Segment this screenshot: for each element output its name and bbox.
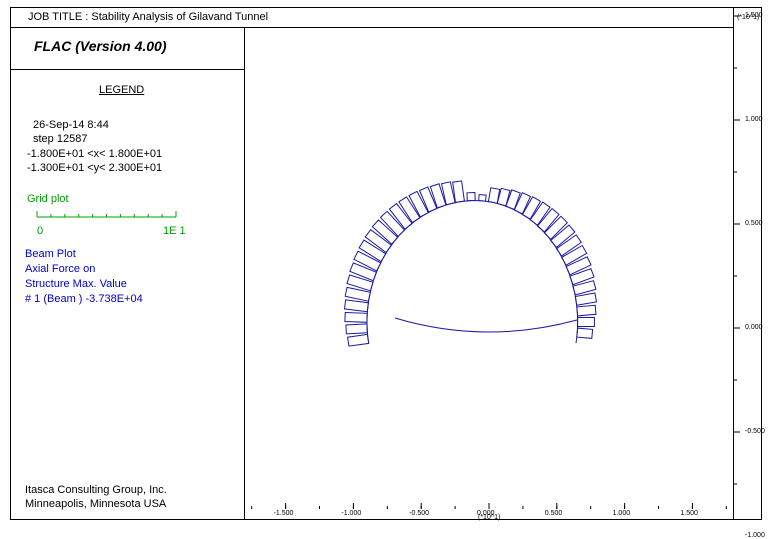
force-block xyxy=(379,210,406,238)
plot-frame xyxy=(10,7,762,520)
y-scale-line xyxy=(733,7,734,520)
y-tick-label: 1.000 xyxy=(745,116,763,123)
tunnel-invert xyxy=(394,317,578,333)
force-block xyxy=(364,228,393,254)
beam-plot-line2: Axial Force on xyxy=(25,263,96,275)
beam-plot-line3: Structure Max. Value xyxy=(25,278,127,290)
force-block xyxy=(429,183,447,209)
beam-plot-line4: # 1 (Beam ) -3.738E+04 xyxy=(25,293,143,305)
force-block xyxy=(345,323,368,335)
force-block xyxy=(572,280,597,296)
grid-scale-end: 1E 1 xyxy=(163,225,186,237)
force-block xyxy=(466,191,476,202)
force-block xyxy=(478,194,487,202)
force-block xyxy=(371,219,399,245)
force-block xyxy=(440,181,456,206)
force-block xyxy=(346,274,374,292)
legend-date: 26-Sep-14 8:44 xyxy=(33,119,109,131)
y-tick-label: 1.500 xyxy=(745,12,763,19)
force-block xyxy=(555,234,582,257)
x-tick-label: 1.500 xyxy=(680,510,698,517)
y-tick-label: 0.000 xyxy=(745,324,763,331)
x-tick-label: 0.500 xyxy=(544,510,563,517)
force-block xyxy=(513,192,532,215)
force-block xyxy=(529,201,551,226)
force-block xyxy=(536,207,560,233)
title-bar xyxy=(10,7,733,28)
force-block xyxy=(358,239,387,263)
footer-company: Itasca Consulting Group, Inc. xyxy=(25,484,167,496)
job-title: JOB TITLE : Stability Analysis of Gilava… xyxy=(28,11,269,23)
force-block xyxy=(344,286,371,302)
force-block xyxy=(452,180,465,203)
force-block xyxy=(343,299,369,313)
legend-panel xyxy=(10,28,245,520)
beam-plot-line1: Beam Plot xyxy=(25,248,76,260)
corner-unit: (*10^1) xyxy=(737,14,760,21)
force-block xyxy=(408,190,429,218)
force-block xyxy=(344,311,368,323)
force-block xyxy=(353,250,382,272)
legend-title: LEGEND xyxy=(99,84,145,96)
x-tick-label: -1.500 xyxy=(273,510,294,517)
x-tick-label: -0.500 xyxy=(409,510,430,517)
x-tick-label: 1.000 xyxy=(612,510,631,517)
force-block xyxy=(565,256,592,276)
force-block xyxy=(576,304,597,317)
force-block xyxy=(560,244,588,266)
legend-x-range: -1.800E+01 <x< 1.800E+01 xyxy=(27,148,163,160)
x-tick-label: 0.000 xyxy=(477,510,495,517)
program-version: FLAC (Version 4.00) xyxy=(34,38,167,54)
force-block xyxy=(521,196,542,220)
force-block xyxy=(505,189,521,211)
y-tick-label: -0.500 xyxy=(745,428,765,435)
force-block xyxy=(388,202,413,230)
footer-location: Minneapolis, Minnesota USA xyxy=(25,498,167,510)
version-box xyxy=(10,28,245,70)
force-block xyxy=(398,196,421,224)
grid-plot-label: Grid plot xyxy=(27,193,69,205)
force-block xyxy=(418,186,438,213)
grid-scale-start: 0 xyxy=(37,225,44,237)
tunnel-lining xyxy=(366,200,579,344)
force-block xyxy=(543,215,569,241)
force-block xyxy=(349,262,378,282)
y-tick-label: -1.000 xyxy=(745,532,765,539)
force-block xyxy=(487,187,501,204)
x-tick-label: -1.000 xyxy=(341,510,362,517)
legend-y-range: -1.300E+01 <y< 2.300E+01 xyxy=(27,162,163,174)
x-unit: (*10^1) xyxy=(478,514,501,521)
legend-step: step 12587 xyxy=(33,133,88,145)
force-block xyxy=(347,333,370,347)
force-block xyxy=(569,267,595,286)
force-block xyxy=(574,292,598,306)
force-block xyxy=(549,224,576,249)
force-block xyxy=(576,327,594,339)
y-tick-label: 0.500 xyxy=(745,220,763,227)
force-block xyxy=(496,187,511,207)
force-block xyxy=(577,317,595,327)
